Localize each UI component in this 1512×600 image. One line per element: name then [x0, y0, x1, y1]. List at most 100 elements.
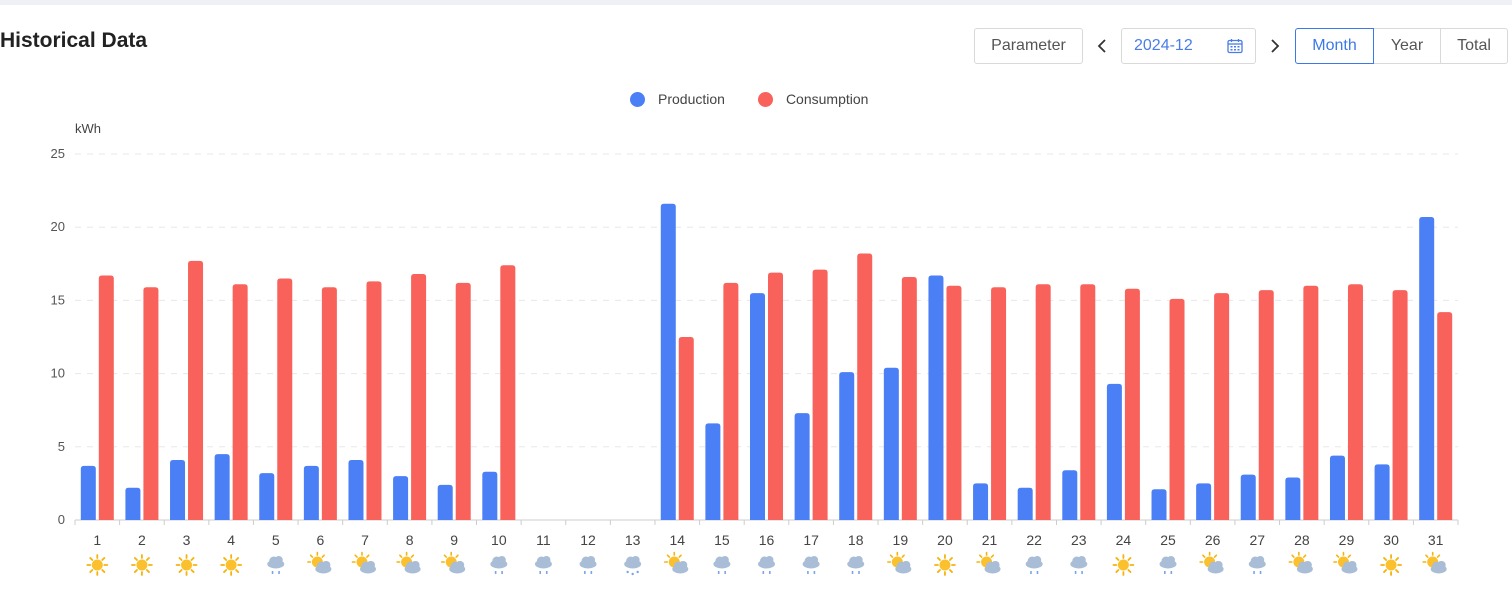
- bar-consumption-day-29: [1347, 284, 1363, 520]
- bar-production-day-25: [1151, 489, 1167, 520]
- bar-consumption-day-9: [455, 282, 471, 520]
- partly-cloudy-icon: [976, 551, 1001, 574]
- x-tick-label: 23: [1071, 532, 1087, 548]
- bar-production-day-29: [1329, 455, 1345, 520]
- bar-production-day-5: [259, 473, 275, 520]
- bar-consumption-day-22: [1035, 284, 1051, 520]
- tab-year[interactable]: Year: [1374, 28, 1441, 64]
- partly-cloudy-icon: [1288, 551, 1313, 574]
- x-tick-label: 14: [669, 532, 685, 548]
- x-tick-label: 31: [1428, 532, 1444, 548]
- partly-cloudy-icon: [396, 551, 421, 574]
- bar-production-day-15: [705, 423, 721, 520]
- x-tick-label: 8: [406, 532, 414, 548]
- legend-label-production: Production: [658, 91, 725, 107]
- parameter-button[interactable]: Parameter: [974, 28, 1083, 64]
- bar-production-day-24: [1106, 383, 1122, 520]
- sunny-icon: [1112, 554, 1135, 576]
- bar-consumption-day-16: [768, 272, 783, 520]
- sunny-icon: [175, 554, 198, 576]
- y-tick-label: 20: [51, 219, 65, 234]
- partly-cloudy-icon: [1422, 551, 1447, 574]
- y-axis-unit: kWh: [75, 121, 101, 136]
- x-tick-label: 12: [580, 532, 596, 548]
- bar-consumption-day-1: [98, 275, 114, 520]
- rain-icon: [1159, 556, 1177, 574]
- bar-production-day-28: [1285, 477, 1301, 520]
- y-tick-label: 15: [51, 292, 65, 307]
- rain-icon: [1248, 556, 1266, 574]
- y-tick-label: 0: [58, 512, 65, 527]
- x-tick-label: 15: [714, 532, 730, 548]
- x-tick-label: 18: [848, 532, 864, 548]
- range-tabs: Month Year Total: [1295, 28, 1508, 64]
- bar-consumption-day-2: [143, 287, 159, 520]
- x-tick-label: 2: [138, 532, 146, 548]
- bar-consumption-day-20: [946, 285, 962, 520]
- bar-consumption-day-27: [1258, 290, 1274, 520]
- tab-month[interactable]: Month: [1295, 28, 1374, 64]
- bar-consumption-day-5: [277, 278, 293, 520]
- rain-icon: [534, 556, 552, 574]
- bar-consumption-day-24: [1124, 288, 1140, 520]
- bar-consumption-day-17: [812, 269, 828, 520]
- x-tick-label: 4: [227, 532, 235, 548]
- bar-consumption-day-15: [723, 282, 739, 520]
- sunny-icon: [1380, 554, 1402, 576]
- bar-production-day-31: [1419, 216, 1435, 520]
- x-tick-label: 21: [982, 532, 998, 548]
- bar-consumption-day-8: [411, 274, 427, 520]
- bar-consumption-day-23: [1080, 284, 1096, 520]
- bar-consumption-day-14: [678, 337, 694, 520]
- bar-consumption-day-10: [500, 265, 516, 520]
- x-tick-label: 13: [625, 532, 641, 548]
- rain-icon: [1025, 556, 1043, 574]
- partly-cloudy-icon: [887, 551, 912, 574]
- sunny-icon: [220, 554, 243, 576]
- x-tick-label: 17: [803, 532, 819, 548]
- bar-production-day-14: [660, 203, 676, 520]
- bar-consumption-day-26: [1214, 293, 1230, 520]
- partly-cloudy-icon: [663, 551, 689, 574]
- bar-production-day-3: [170, 459, 186, 520]
- date-value: 2024-12: [1134, 37, 1193, 54]
- y-tick-label: 10: [51, 366, 65, 381]
- partly-cloudy-icon: [1199, 551, 1224, 574]
- rain-icon: [713, 556, 731, 574]
- tab-total[interactable]: Total: [1441, 28, 1508, 64]
- x-tick-label: 9: [450, 532, 458, 548]
- x-tick-label: 24: [1116, 532, 1132, 548]
- bar-production-day-4: [214, 454, 230, 520]
- bar-production-day-7: [348, 459, 364, 520]
- x-tick-label: 30: [1383, 532, 1399, 548]
- sunny-icon: [131, 554, 153, 576]
- legend-item-consumption[interactable]: Consumption: [757, 91, 869, 107]
- legend-dot-production: [630, 91, 645, 107]
- bar-production-day-10: [482, 471, 498, 520]
- x-tick-label: 26: [1205, 532, 1221, 548]
- x-tick-label: 7: [361, 532, 369, 548]
- rain-icon: [758, 556, 775, 574]
- legend-item-production[interactable]: Production: [630, 91, 725, 107]
- chevron-left-icon[interactable]: [1090, 28, 1114, 64]
- bar-production-day-22: [1017, 487, 1033, 520]
- bar-consumption-day-6: [321, 287, 337, 520]
- x-tick-label: 28: [1294, 532, 1310, 548]
- date-picker[interactable]: 2024-12: [1121, 28, 1256, 64]
- x-tick-label: 27: [1249, 532, 1265, 548]
- legend-label-consumption: Consumption: [785, 91, 869, 107]
- chevron-right-icon[interactable]: [1263, 28, 1287, 64]
- bar-consumption-day-19: [901, 276, 917, 520]
- x-tick-label: 3: [183, 532, 191, 548]
- calendar-icon[interactable]: [1227, 38, 1243, 54]
- bar-production-day-2: [125, 487, 141, 520]
- x-tick-label: 6: [316, 532, 324, 548]
- bar-production-day-18: [839, 372, 855, 520]
- bar-production-day-21: [973, 483, 989, 520]
- x-tick-label: 5: [272, 532, 280, 548]
- bar-consumption-day-4: [232, 284, 248, 520]
- bar-consumption-day-25: [1169, 298, 1185, 520]
- x-tick-label: 29: [1339, 532, 1355, 548]
- bar-consumption-day-18: [857, 253, 873, 520]
